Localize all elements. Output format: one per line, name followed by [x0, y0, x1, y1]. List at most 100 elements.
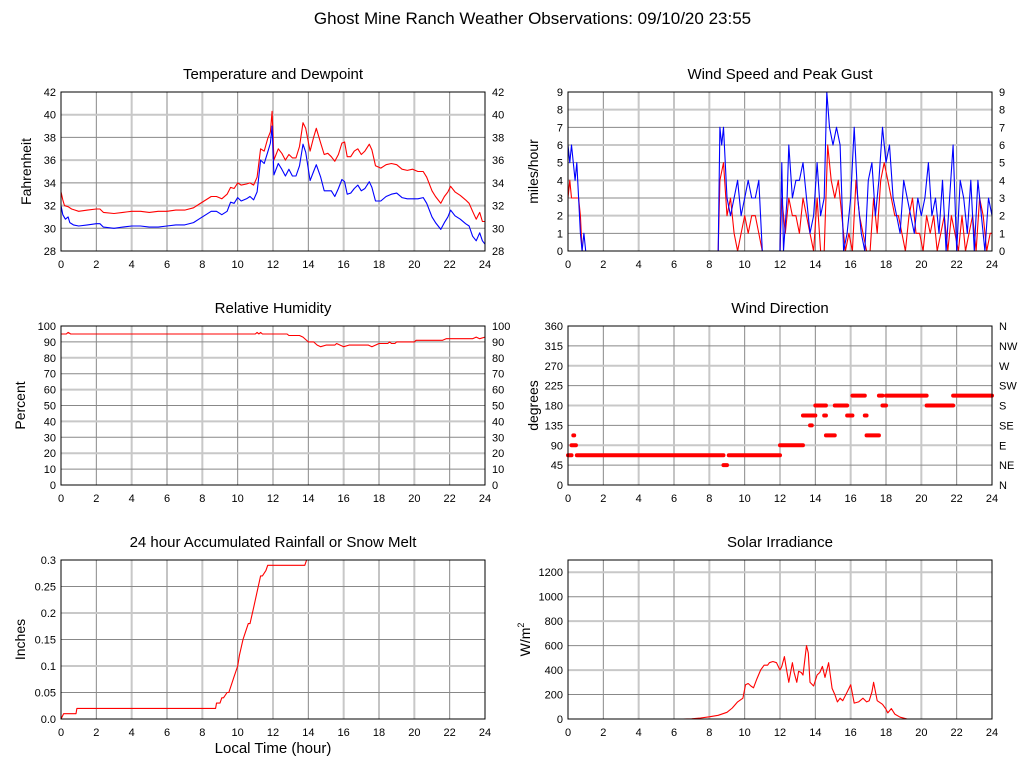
right-y-tick-label: 4	[999, 175, 1005, 187]
x-tick-label: 8	[199, 493, 205, 505]
x-tick-label: 8	[706, 727, 712, 739]
x-axis-label: Local Time (hour)	[215, 740, 332, 757]
series-group	[60, 110, 486, 245]
right-y-tick-label: 8	[999, 105, 1005, 117]
x-axis: 0 2 4 6 8 10 12 14 16 18 20 22 24	[565, 493, 998, 505]
x-tick-label: 4	[129, 493, 135, 505]
gridlines	[61, 326, 485, 485]
x-tick-label: 18	[880, 727, 892, 739]
y-tick-label: 5	[557, 158, 563, 170]
y-axis-left: 0.0 0.05 0.1 0.15 0.2 0.25 0.3	[35, 555, 56, 726]
x-tick-label: 4	[636, 727, 642, 739]
x-tick-label: 16	[845, 727, 857, 739]
y-axis-left: 0 200 400 600 800 1000 1200	[539, 567, 563, 726]
x-tick-label: 14	[302, 727, 314, 739]
x-axis: 0 2 4 6 8 10 12 14 16 18 20 22 24	[58, 727, 491, 739]
x-axis: 0 2 4 6 8 10 12 14 16 18 20 22 24	[58, 259, 491, 271]
x-tick-label: 2	[600, 493, 606, 505]
x-tick-label: 2	[93, 727, 99, 739]
y-axis-left: 0 10 20 30 40 50 60 70 80 90 100	[38, 321, 56, 492]
right-y-tick-label: SE	[999, 420, 1014, 432]
y-tick-label: 34	[44, 178, 56, 190]
right-y-tick-label: NE	[999, 460, 1014, 472]
right-y-tick-label: 2	[999, 211, 1005, 223]
y-tick-label: 100	[38, 321, 56, 333]
y-tick-label: 360	[545, 321, 563, 333]
x-tick-label: 24	[479, 259, 491, 271]
series-group	[61, 331, 486, 348]
y-tick-label: 40	[44, 110, 56, 122]
y-tick-label: 10	[44, 464, 56, 476]
x-tick-label: 24	[986, 259, 998, 271]
gridlines	[61, 560, 485, 719]
plot-frame	[60, 91, 486, 252]
y-tick-label: 1000	[539, 592, 563, 604]
series-group	[567, 91, 993, 252]
x-tick-label: 16	[845, 493, 857, 505]
right-y-tick-label: 60	[492, 385, 504, 397]
series-relative-humidity-line	[61, 331, 486, 348]
y-axis-right: 0 1 2 3 4 5 6 7 8 9	[999, 87, 1005, 258]
series-peak-gust-line	[567, 91, 993, 252]
x-tick-label: 0	[565, 259, 571, 271]
right-y-tick-label: E	[999, 440, 1006, 452]
right-y-tick-label: NW	[999, 341, 1018, 353]
x-tick-label: 18	[373, 493, 385, 505]
y-tick-label: 0.0	[41, 714, 56, 726]
right-y-tick-label: 1	[999, 228, 1005, 240]
x-tick-label: 22	[951, 493, 963, 505]
x-axis: 0 2 4 6 8 10 12 14 16 18 20 22 24	[565, 259, 998, 271]
y-tick-label: 0.15	[35, 635, 56, 647]
y-tick-label: 70	[44, 369, 56, 381]
y-axis-label-text: W/m	[517, 628, 533, 657]
y-axis-left: 0 45 90 135 180 225 270 315 360	[545, 321, 563, 492]
y-tick-label: 180	[545, 401, 563, 413]
x-tick-label: 20	[915, 259, 927, 271]
y-axis-left: 0 1 2 3 4 5 6 7 8 9	[557, 87, 563, 258]
y-axis-right: N NE E SE S SW W NW N	[999, 321, 1018, 492]
page-title: Ghost Mine Ranch Weather Observations: 0…	[313, 9, 752, 28]
y-tick-label: 42	[44, 87, 56, 99]
x-axis: 0 2 4 6 8 10 12 14 16 18 20 22 24	[565, 727, 998, 739]
x-tick-label: 14	[302, 259, 314, 271]
x-tick-label: 10	[739, 727, 751, 739]
x-tick-label: 6	[164, 259, 170, 271]
x-tick-label: 22	[444, 259, 456, 271]
y-tick-label: 32	[44, 201, 56, 213]
y-tick-label: 20	[44, 448, 56, 460]
y-tick-label: 8	[557, 105, 563, 117]
right-y-tick-label: 40	[492, 110, 504, 122]
y-tick-label: 38	[44, 132, 56, 144]
gridlines	[568, 560, 992, 719]
plot-frame	[567, 559, 993, 720]
right-y-tick-label: 70	[492, 369, 504, 381]
right-y-tick-label: 32	[492, 201, 504, 213]
right-y-tick-label: 28	[492, 246, 504, 258]
x-tick-label: 4	[129, 259, 135, 271]
y-tick-label: 0.2	[41, 608, 56, 620]
y-axis-label: Inches	[12, 619, 28, 660]
series-group	[566, 393, 994, 468]
x-tick-label: 8	[199, 259, 205, 271]
x-tick-label: 10	[232, 727, 244, 739]
x-tick-label: 16	[338, 727, 350, 739]
x-tick-label: 16	[845, 259, 857, 271]
x-tick-label: 0	[58, 493, 64, 505]
y-axis-label-text: Inches	[12, 619, 28, 660]
x-tick-label: 12	[267, 493, 279, 505]
x-tick-label: 8	[706, 259, 712, 271]
x-tick-label: 24	[479, 727, 491, 739]
y-tick-label: 0.1	[41, 661, 56, 673]
y-axis-label: Percent	[12, 381, 28, 429]
x-tick-label: 2	[600, 727, 606, 739]
right-y-tick-label: 34	[492, 178, 504, 190]
right-y-tick-label: SW	[999, 381, 1017, 393]
x-tick-label: 16	[338, 259, 350, 271]
y-tick-label: 0	[50, 480, 56, 492]
x-tick-label: 8	[199, 727, 205, 739]
y-axis-right: 0 10 20 30 40 50 60 70 80 90 100	[492, 321, 510, 492]
y-tick-label: 40	[44, 416, 56, 428]
y-tick-label: 36	[44, 155, 56, 167]
y-axis-label-text: miles/hour	[525, 139, 541, 204]
x-tick-label: 10	[739, 259, 751, 271]
